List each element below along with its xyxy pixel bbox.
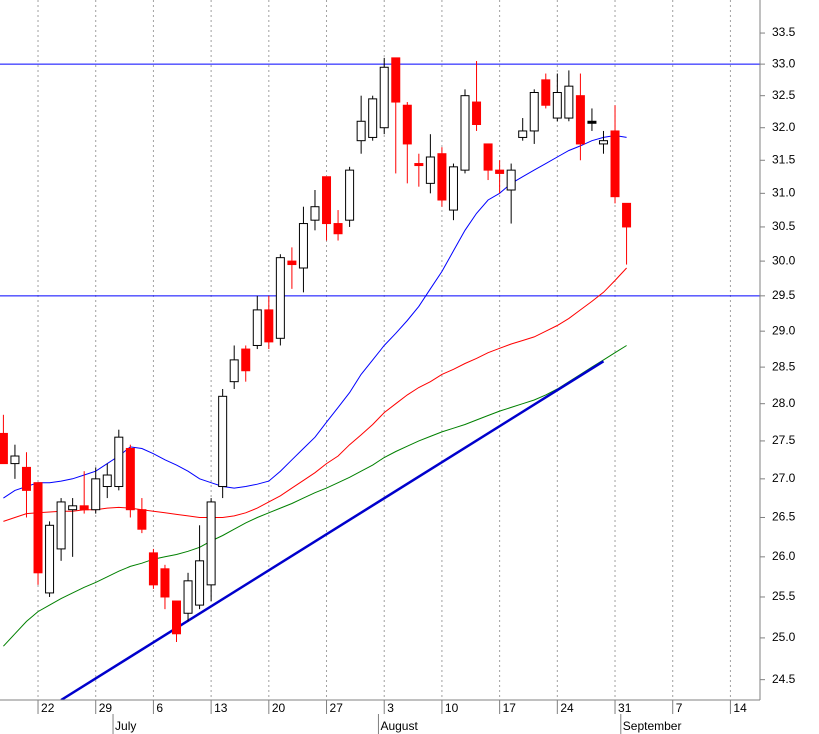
candle-body [598,140,608,145]
candle-body [425,156,435,184]
y-tick-label: 33.5 [772,25,796,39]
candle-body [552,92,562,119]
moving-average-line [3,345,627,647]
candle-body [529,92,539,132]
y-tick-label: 32.0 [772,120,796,134]
month-label: July [115,719,136,733]
y-tick-label: 25.0 [772,630,796,644]
candle-body [402,104,412,145]
candle-body [541,79,551,106]
x-tick-label: 6 [156,701,163,715]
candle-body [125,447,135,511]
candle-body [368,98,378,138]
candle-body [148,552,158,586]
y-tick-label: 31.0 [772,186,796,200]
y-tick-label: 30.5 [772,219,796,233]
candle-body [56,501,66,550]
candle-body [68,505,78,511]
candle-body [33,482,43,574]
candle-body [495,169,505,174]
candle-body [21,466,31,491]
candle-body [102,474,112,488]
candle-body [0,432,8,465]
x-tick-label: 22 [41,701,55,715]
y-tick-label: 31.5 [772,152,796,166]
x-tick-label: 24 [560,701,574,715]
month-label: August [380,719,418,733]
y-tick-label: 28.0 [772,396,796,410]
y-tick-label: 26.5 [772,510,796,524]
x-tick-label: 3 [387,701,394,715]
y-tick-label: 29.0 [772,323,796,337]
candle-body [472,101,482,125]
y-tick-label: 30.0 [772,253,796,267]
x-tick-label: 7 [676,701,683,715]
y-tick-label: 32.5 [772,88,796,102]
candle-body [79,505,89,511]
candle-body [218,395,228,488]
candle-body [610,130,620,198]
candle-body [206,501,216,586]
candle-body [448,166,458,211]
candle-body [575,95,585,145]
candle-body [183,580,193,614]
candle-body [356,120,366,142]
candle-body [506,169,516,191]
candle-body [241,348,251,372]
candle-body [275,257,285,339]
y-tick-label: 28.5 [772,359,796,373]
candle-body [391,57,401,103]
y-tick-label: 25.5 [772,589,796,603]
x-tick-label: 29 [99,701,113,715]
candle-body [622,202,632,228]
candle-body [564,85,574,119]
moving-average-line [3,267,627,522]
candle-body [10,455,20,465]
y-tick-label: 27.5 [772,433,796,447]
candle-body [287,260,297,266]
candle-body [172,600,181,635]
x-tick-label: 10 [445,701,459,715]
candle-body [437,153,447,201]
candle-body [460,95,470,171]
candle-body [160,568,170,598]
candle-body [333,223,343,235]
candle-body [345,169,355,221]
month-label: September [623,719,682,733]
candle-body [195,560,205,606]
candle-body [229,359,239,383]
candle-body [252,309,262,346]
candle-body [483,143,493,171]
y-tick-label: 26.0 [772,549,796,563]
y-tick-label: 24.5 [772,672,796,686]
y-tick-label: 33.0 [772,56,796,70]
x-tick-label: 14 [733,701,747,715]
x-tick-label: 31 [618,701,632,715]
candle-body [587,120,597,124]
candle-body [322,176,332,225]
candle-body [91,478,101,511]
trend-line [60,360,605,700]
x-tick-label: 20 [272,701,286,715]
x-tick-label: 17 [503,701,517,715]
candle-body [518,130,528,138]
candle-body [310,206,320,221]
candle-body [298,223,308,269]
x-tick-label: 13 [214,701,228,715]
y-tick-label: 29.5 [772,288,796,302]
candle-body [379,66,389,129]
candle-body [414,163,424,167]
plot-area [0,0,760,700]
candle-body [114,436,124,488]
candle-body [264,309,274,343]
y-tick-label: 27.0 [772,471,796,485]
candle-body [137,509,147,530]
candle-body [45,524,55,594]
x-tick-label: 27 [330,701,344,715]
